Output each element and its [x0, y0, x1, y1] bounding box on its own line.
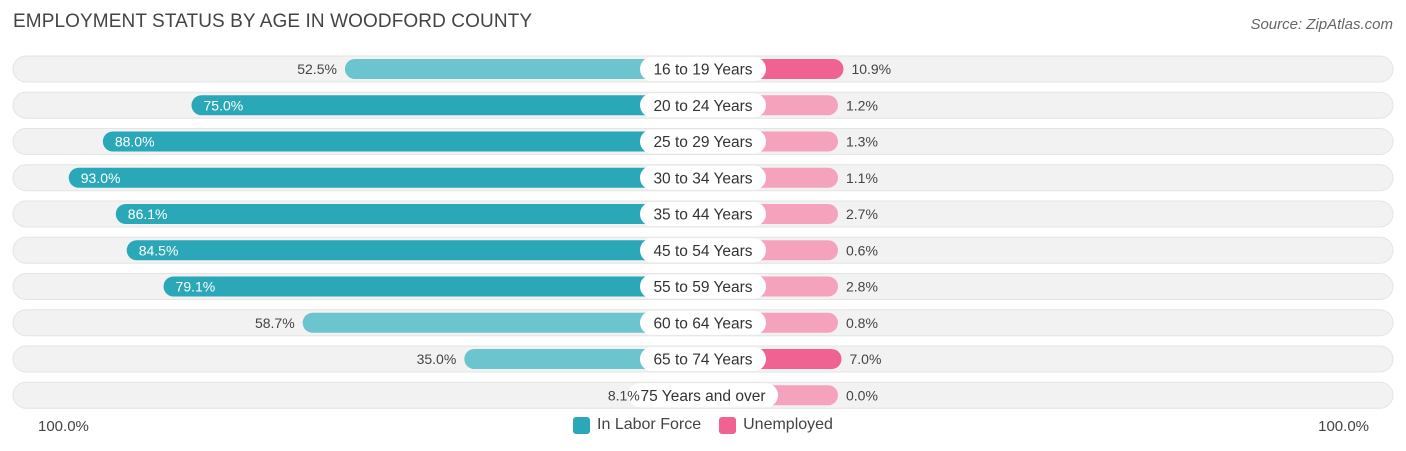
category-label: 25 to 29 Years — [653, 134, 752, 151]
unemployed-value-label: 1.1% — [846, 170, 878, 186]
unemployed-value-label: 2.8% — [846, 279, 878, 295]
unemployed-value-label: 1.3% — [846, 134, 878, 150]
chart-title: EMPLOYMENT STATUS BY AGE IN WOODFORD COU… — [13, 11, 533, 32]
category-label: 30 to 34 Years — [653, 170, 752, 187]
category-label-pill — [640, 129, 766, 154]
category-label-pill — [640, 93, 766, 118]
category-label-pill — [628, 383, 778, 408]
unemployed-value-label: 0.0% — [846, 387, 878, 403]
legend-swatch-unemployed — [719, 416, 737, 434]
source-label: Source: ZipAtlas.com — [1250, 16, 1393, 33]
legend-item-unemployed[interactable]: Unemployed — [719, 416, 833, 434]
category-label-pill — [640, 310, 766, 335]
unemployed-value-label: 1.2% — [846, 97, 878, 113]
labor-value-label: 35.0% — [417, 351, 457, 367]
category-label: 35 to 44 Years — [653, 207, 752, 224]
labor-value-label: 84.5% — [139, 242, 179, 258]
labor-force-bar[interactable] — [344, 59, 703, 79]
category-label-pill — [640, 238, 766, 263]
category-label: 16 to 19 Years — [653, 62, 752, 79]
labor-force-bar[interactable] — [163, 276, 704, 297]
labor-force-bar[interactable] — [191, 95, 704, 116]
legend-swatch-labor — [573, 416, 591, 434]
category-label-pill — [640, 274, 766, 299]
labor-value-label: 79.1% — [176, 279, 216, 295]
legend-item-labor[interactable]: In Labor Force — [573, 416, 701, 434]
category-label: 55 to 59 Years — [653, 279, 752, 296]
labor-value-label: 52.5% — [297, 61, 337, 77]
category-label: 20 to 24 Years — [653, 98, 752, 115]
unemployed-value-label: 0.6% — [846, 242, 878, 258]
axis-left-label: 100.0% — [38, 418, 89, 435]
axis-right-label: 100.0% — [1318, 418, 1369, 435]
labor-value-label: 86.1% — [128, 206, 168, 222]
category-label-pill — [640, 202, 766, 226]
chart-canvas: 16 to 19 Years 52.5% 10.9% 20 to 24 Years 75… — [12, 55, 1394, 409]
legend-label-unemployed: Unemployed — [743, 416, 833, 433]
category-label: 65 to 74 Years — [653, 352, 752, 369]
labor-force-bar[interactable] — [302, 312, 703, 333]
unemployed-value-label: 10.9% — [851, 61, 891, 77]
labor-value-label: 93.0% — [81, 170, 121, 186]
labor-value-label: 8.1% — [608, 387, 640, 403]
labor-value-label: 75.0% — [204, 97, 244, 113]
labor-force-bar[interactable] — [126, 240, 703, 261]
labor-force-bar[interactable] — [115, 204, 704, 224]
legend-label-labor: In Labor Force — [597, 416, 702, 433]
category-label: 75 Years and over — [641, 388, 766, 405]
labor-force-bar[interactable] — [68, 167, 704, 188]
labor-value-label: 58.7% — [255, 315, 295, 331]
category-label: 45 to 54 Years — [653, 243, 752, 260]
unemployed-value-label: 7.0% — [850, 351, 882, 367]
unemployed-value-label: 2.7% — [846, 206, 878, 222]
labor-force-bar[interactable] — [102, 131, 704, 152]
legend: In Labor Force Unemployed — [0, 416, 1406, 434]
unemployed-value-label: 0.8% — [846, 315, 878, 331]
category-label-pill — [640, 165, 766, 190]
category-label: 60 to 64 Years — [653, 315, 752, 332]
category-label-pill — [640, 347, 766, 371]
category-label-pill — [640, 57, 766, 81]
labor-value-label: 88.0% — [115, 134, 155, 150]
